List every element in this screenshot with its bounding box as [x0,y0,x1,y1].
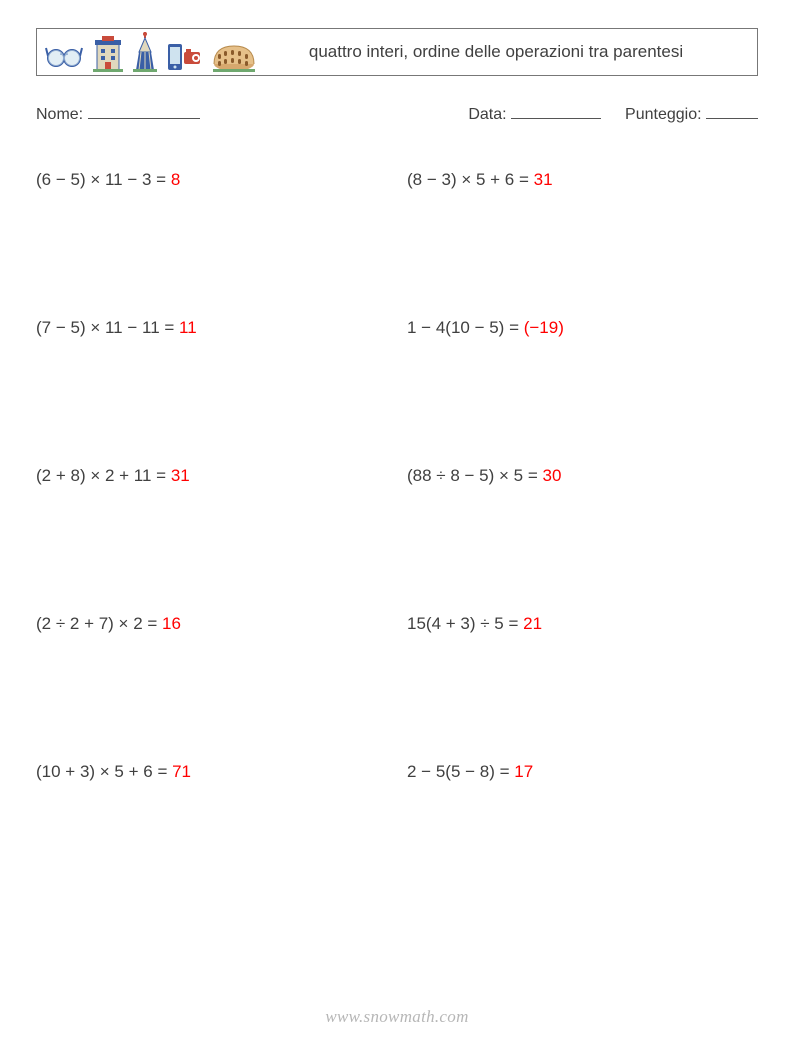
worksheet-page: quattro interi, ordine delle operazioni … [0,0,794,782]
footer-watermark: www.snowmath.com [0,1007,794,1027]
problem-answer: 8 [171,170,180,189]
problem-cell: (7 − 5) × 11 − 11 = 11 [36,318,387,338]
glasses-icon [45,38,83,72]
name-blank [88,118,200,119]
problem-question: (8 − 3) × 5 + 6 = [407,170,534,189]
worksheet-title: quattro interi, ordine delle operazioni … [255,41,749,62]
header-icon-row [45,32,255,72]
problem-question: 1 − 4(10 − 5) = [407,318,524,337]
problems-grid: (6 − 5) × 11 − 3 = 8 (8 − 3) × 5 + 6 = 3… [36,170,758,782]
problem-cell: (88 ÷ 8 − 5) × 5 = 30 [407,466,758,486]
problem-question: (2 + 8) × 2 + 11 = [36,466,171,485]
problem-answer: 31 [534,170,553,189]
name-field: Nome: [36,106,468,124]
problem-cell: 1 − 4(10 − 5) = (−19) [407,318,758,338]
problem-answer: 31 [171,466,190,485]
problem-answer: 17 [514,762,533,781]
problem-question: (6 − 5) × 11 − 3 = [36,170,171,189]
problem-answer: 71 [172,762,191,781]
camera-icon [167,42,203,72]
problem-question: 2 − 5(5 − 8) = [407,762,514,781]
problem-question: (7 − 5) × 11 − 11 = [36,318,179,337]
problem-cell: (6 − 5) × 11 − 3 = 8 [36,170,387,190]
problem-answer: 21 [523,614,542,633]
problem-answer: 30 [543,466,562,485]
problem-cell: 15(4 + 3) ÷ 5 = 21 [407,614,758,634]
problem-answer: 16 [162,614,181,633]
date-blank [511,118,601,119]
problem-cell: (2 + 8) × 2 + 11 = 31 [36,466,387,486]
score-field: Punteggio: [625,106,758,124]
date-label: Data: [468,106,506,123]
score-label: Punteggio: [625,106,702,123]
problem-question: (2 ÷ 2 + 7) × 2 = [36,614,162,633]
name-label: Nome: [36,106,83,123]
score-blank [706,118,758,119]
meta-row: Nome: Data: Punteggio: [36,106,758,124]
problem-cell: (10 + 3) × 5 + 6 = 71 [36,762,387,782]
header-bar: quattro interi, ordine delle operazioni … [36,28,758,76]
date-field: Data: [468,106,601,124]
problem-answer: (−19) [524,318,564,337]
colosseum-icon [213,42,255,72]
problem-question: (10 + 3) × 5 + 6 = [36,762,172,781]
problem-cell: (8 − 3) × 5 + 6 = 31 [407,170,758,190]
problem-cell: 2 − 5(5 − 8) = 17 [407,762,758,782]
problem-question: (88 ÷ 8 − 5) × 5 = [407,466,543,485]
tower-icon [133,32,157,72]
problem-question: 15(4 + 3) ÷ 5 = [407,614,523,633]
building-icon [93,36,123,72]
problem-cell: (2 ÷ 2 + 7) × 2 = 16 [36,614,387,634]
problem-answer: 11 [179,318,197,337]
